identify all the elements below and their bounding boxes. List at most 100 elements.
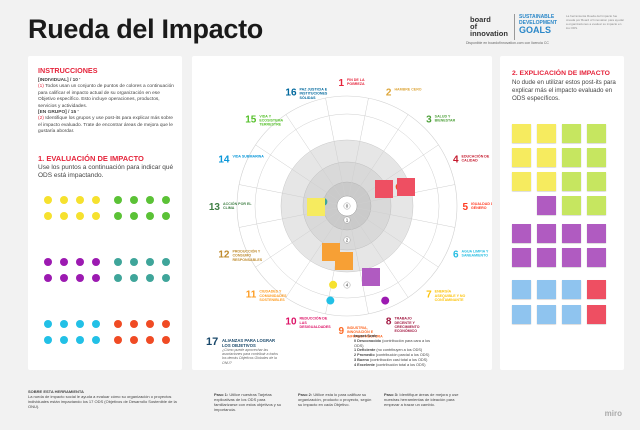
sticky-note[interactable] — [562, 124, 581, 143]
sdg-label: ECOSISTEMA — [259, 119, 283, 123]
sticky-note[interactable] — [587, 196, 606, 215]
evaluation-dot[interactable] — [114, 320, 122, 328]
sticky-note[interactable] — [562, 224, 581, 243]
evaluation-dot[interactable] — [162, 320, 170, 328]
sdg-label: TRABAJO — [394, 317, 412, 321]
sticky-note[interactable] — [537, 172, 556, 191]
sticky-note[interactable] — [587, 305, 606, 324]
sticky-note[interactable] — [587, 148, 606, 167]
evaluation-dot[interactable] — [130, 336, 138, 344]
sdg-label: LAS — [300, 321, 308, 325]
evaluation-dot[interactable] — [60, 274, 68, 282]
evaluation-dot[interactable] — [92, 196, 100, 204]
placed-dot[interactable] — [329, 280, 338, 289]
sticky-note[interactable] — [587, 124, 606, 143]
evaluation-dot[interactable] — [130, 274, 138, 282]
evaluation-dot[interactable] — [146, 320, 154, 328]
sdg-label: IGUALDAD DE — [471, 202, 492, 206]
evaluation-dot[interactable] — [44, 320, 52, 328]
evaluation-dot[interactable] — [44, 274, 52, 282]
evaluation-dot[interactable] — [44, 212, 52, 220]
evaluation-dot[interactable] — [76, 274, 84, 282]
evaluation-dot[interactable] — [130, 320, 138, 328]
evaluation-dot[interactable] — [92, 274, 100, 282]
sticky-note[interactable] — [512, 224, 531, 243]
eval-text: Use los puntos a continuación para indic… — [38, 164, 174, 179]
sticky-note[interactable] — [537, 280, 556, 299]
sticky-note[interactable] — [512, 124, 531, 143]
sticky-note[interactable] — [587, 280, 606, 299]
evaluation-dot[interactable] — [60, 320, 68, 328]
sticky-note[interactable] — [537, 148, 556, 167]
evaluation-dot[interactable] — [60, 336, 68, 344]
evaluation-dot[interactable] — [162, 274, 170, 282]
sticky-note[interactable] — [512, 305, 531, 324]
sticky-note[interactable] — [587, 224, 606, 243]
evaluation-dot[interactable] — [92, 258, 100, 266]
evaluation-dot[interactable] — [114, 336, 122, 344]
evaluation-dot[interactable] — [162, 258, 170, 266]
evaluation-dot[interactable] — [76, 320, 84, 328]
sticky-note[interactable] — [512, 248, 531, 267]
group-label: [EN GRUPO] / 15 ' — [38, 110, 79, 116]
sdg-number: 15 — [245, 114, 257, 125]
evaluation-dot[interactable] — [92, 320, 100, 328]
top-note: La herramienta Rueda del Impacto fue cre… — [566, 14, 625, 30]
evaluation-dot[interactable] — [76, 258, 84, 266]
sdg-label: CONSUMO — [232, 254, 251, 258]
sticky-note[interactable] — [562, 248, 581, 267]
sticky-note[interactable] — [587, 172, 606, 191]
evaluation-dot[interactable] — [60, 212, 68, 220]
placed-sticky[interactable] — [375, 180, 393, 198]
sticky-note[interactable] — [562, 305, 581, 324]
sdg-label: RESPONSABLES — [232, 258, 262, 262]
placed-dot[interactable] — [381, 296, 390, 305]
evaluation-dot[interactable] — [130, 212, 138, 220]
sticky-note[interactable] — [512, 280, 531, 299]
evaluation-dot[interactable] — [92, 212, 100, 220]
placed-sticky[interactable] — [362, 268, 380, 286]
sticky-note[interactable] — [562, 172, 581, 191]
evaluation-dot[interactable] — [114, 196, 122, 204]
evaluation-dot[interactable] — [60, 196, 68, 204]
evaluation-dot[interactable] — [114, 212, 122, 220]
evaluation-dot[interactable] — [44, 196, 52, 204]
evaluation-dot[interactable] — [162, 196, 170, 204]
sticky-note[interactable] — [537, 305, 556, 324]
evaluation-dot[interactable] — [130, 258, 138, 266]
placed-sticky[interactable] — [307, 198, 325, 216]
evaluation-dot[interactable] — [44, 336, 52, 344]
sticky-note[interactable] — [562, 148, 581, 167]
evaluation-dot[interactable] — [76, 196, 84, 204]
sticky-note[interactable] — [562, 196, 581, 215]
evaluation-dot[interactable] — [146, 336, 154, 344]
placed-dot[interactable] — [326, 296, 335, 305]
sticky-note[interactable] — [512, 148, 531, 167]
evaluation-dot[interactable] — [92, 336, 100, 344]
evaluation-dot[interactable] — [114, 274, 122, 282]
evaluation-dot[interactable] — [146, 196, 154, 204]
sticky-note[interactable] — [562, 280, 581, 299]
sdg-label: DECENTE Y — [394, 321, 415, 325]
placed-sticky[interactable] — [335, 252, 353, 270]
evaluation-dot[interactable] — [44, 258, 52, 266]
sticky-note[interactable] — [512, 172, 531, 191]
placed-sticky[interactable] — [397, 178, 415, 196]
evaluation-dot[interactable] — [146, 274, 154, 282]
evaluation-dot[interactable] — [60, 258, 68, 266]
impact-scale-item: 1 Deficiente (no contribuyen a los ODS) — [354, 348, 423, 353]
sticky-note[interactable] — [537, 248, 556, 267]
evaluation-dot[interactable] — [146, 212, 154, 220]
evaluation-dot[interactable] — [114, 258, 122, 266]
sticky-note[interactable] — [587, 248, 606, 267]
evaluation-dot[interactable] — [162, 212, 170, 220]
sticky-note[interactable] — [537, 224, 556, 243]
evaluation-dot[interactable] — [76, 336, 84, 344]
sticky-note[interactable] — [537, 124, 556, 143]
evaluation-dot[interactable] — [162, 336, 170, 344]
evaluation-dot[interactable] — [130, 196, 138, 204]
scale-tick-marker — [343, 216, 351, 224]
sticky-note[interactable] — [537, 196, 556, 215]
evaluation-dot[interactable] — [76, 212, 84, 220]
evaluation-dot[interactable] — [146, 258, 154, 266]
